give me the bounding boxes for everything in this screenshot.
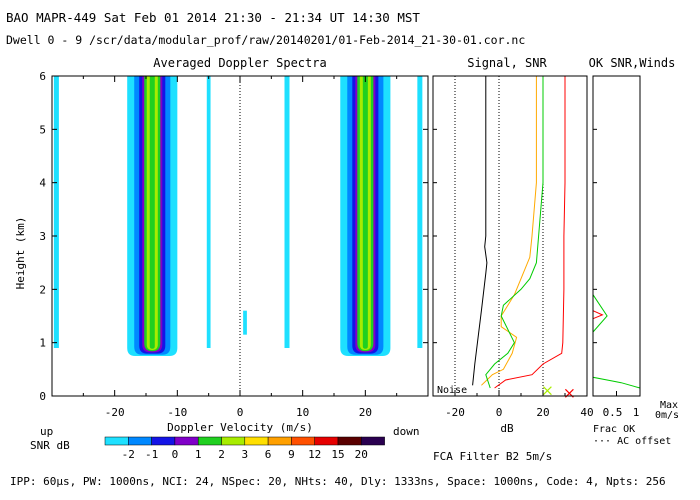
band-left-layer-6 xyxy=(149,76,155,349)
colorbar-swatch xyxy=(291,436,315,446)
colorbar-swatch xyxy=(104,436,129,446)
colorbar-label: SNR dB xyxy=(30,439,70,452)
colorbar-swatches: -2 -1 0 1 2 3 6 9 12 15 20 xyxy=(104,436,385,461)
up-label: up xyxy=(40,425,53,438)
x-tick-label: -10 xyxy=(167,406,187,419)
x-tick-label: 0.5 xyxy=(603,406,623,419)
colorbar-tick: 12 xyxy=(308,448,321,461)
colorbar-tick: 1 xyxy=(195,448,202,461)
spectra-ylabel: Height (km) xyxy=(14,217,27,290)
colorbar-swatch xyxy=(267,436,292,446)
colorbar-swatch xyxy=(361,436,385,446)
colorbar-tick: 0 xyxy=(172,448,179,461)
colorbar-tick: 9 xyxy=(288,448,295,461)
header-file: Dwell 0 - 9 /scr/data/modular_prof/raw/2… xyxy=(6,33,525,47)
signal-title: Signal, SNR xyxy=(467,56,547,70)
colorbar-tick: 20 xyxy=(355,448,368,461)
signal-plot xyxy=(454,76,574,398)
ok-title: OK SNR,Winds xyxy=(589,56,676,70)
band-right-layer-6 xyxy=(362,76,368,349)
signal-xlabel: dB xyxy=(500,422,514,435)
footer-params: IPP: 60μs, PW: 1000ns, NCI: 24, NSpec: 2… xyxy=(10,475,666,488)
frac-ok-label: Frac OK xyxy=(593,424,635,435)
ok-frame xyxy=(592,75,641,397)
series-frac-ok-line xyxy=(592,76,641,389)
x-tick-label: 0 xyxy=(496,406,503,419)
spectra-axes: 0 1 2 3 4 5 6 -20 -10 0 10 20 xyxy=(39,70,428,419)
series-2-line xyxy=(485,76,544,389)
y-tick-label: 0 xyxy=(39,390,46,403)
signal-panel: Signal, SNR -20 0 20 40 Noise dB xyxy=(432,56,594,435)
x-tick-label: -20 xyxy=(105,406,125,419)
weak-a-mark xyxy=(206,76,211,348)
ac-offset-label: ··· AC offset xyxy=(593,436,671,447)
x-tick-label: 0 xyxy=(237,406,244,419)
colorbar-swatch xyxy=(174,436,199,446)
ok-axes: 0.5 1 xyxy=(593,75,641,419)
down-label: down xyxy=(393,425,420,438)
colorbar-tick: -2 xyxy=(122,448,135,461)
speck-mark xyxy=(243,310,247,335)
series-1-line xyxy=(481,76,537,386)
y-tick-label: 2 xyxy=(39,283,46,296)
x-tick-label: 40 xyxy=(580,406,593,419)
max-label: Max xyxy=(660,400,678,411)
spectra-title: Averaged Doppler Spectra xyxy=(153,56,326,70)
colorbar-swatch xyxy=(128,436,152,446)
ok-panel: OK SNR,Winds 0.5 1 Frac OK ··· AC offset … xyxy=(589,56,679,447)
spectra-heatmap xyxy=(53,76,423,396)
ok-plot xyxy=(592,76,641,396)
y-tick-label: 6 xyxy=(39,70,46,83)
series-winds-line xyxy=(592,310,604,320)
colorbar: SNR dB -2 -1 0 1 2 3 6 9 12 15 20 xyxy=(30,436,385,461)
colorbar-tick: 2 xyxy=(218,448,225,461)
colorbar-swatch xyxy=(337,436,362,446)
colorbar-tick: 6 xyxy=(265,448,272,461)
spectra-xlabel: Doppler Velocity (m/s) xyxy=(167,421,313,434)
y-tick-label: 1 xyxy=(39,337,46,350)
edge-left-mark xyxy=(53,76,59,348)
y-tick-label: 5 xyxy=(39,123,46,136)
fca-filter-label: FCA Filter B2 5m/s xyxy=(433,450,552,463)
x-tick-label: 20 xyxy=(536,406,549,419)
series-0-line xyxy=(494,76,566,389)
noise-label: Noise xyxy=(437,385,467,396)
y-tick-label: 3 xyxy=(39,230,46,243)
colorbar-swatch xyxy=(197,436,222,446)
max-value: 0m/s xyxy=(655,410,679,421)
x-tick-label: -20 xyxy=(445,406,465,419)
x-tick-label: 1 xyxy=(633,406,640,419)
colorbar-swatch xyxy=(244,436,269,446)
spectra-panel: Averaged Doppler Spectra 0 1 2 3 4 5 6 -20 -10 0 1… xyxy=(14,56,429,438)
edge-right-mark xyxy=(417,76,423,348)
x-tick-label: 20 xyxy=(359,406,372,419)
header-title: BAO MAPR-449 Sat Feb 01 2014 21:30 - 21:… xyxy=(6,10,420,25)
y-tick-label: 4 xyxy=(39,177,46,190)
signal-axes: -20 0 20 40 xyxy=(433,75,594,419)
colorbar-tick: 3 xyxy=(241,448,248,461)
x-tick-label: 10 xyxy=(296,406,309,419)
marker-x xyxy=(542,386,552,396)
series-signal-line xyxy=(472,76,488,386)
colorbar-tick: 15 xyxy=(331,448,344,461)
colorbar-swatch xyxy=(314,436,339,446)
colorbar-swatch xyxy=(151,436,176,446)
weak-b-mark xyxy=(284,76,290,348)
colorbar-tick: -1 xyxy=(145,448,158,461)
colorbar-swatch xyxy=(221,436,246,446)
